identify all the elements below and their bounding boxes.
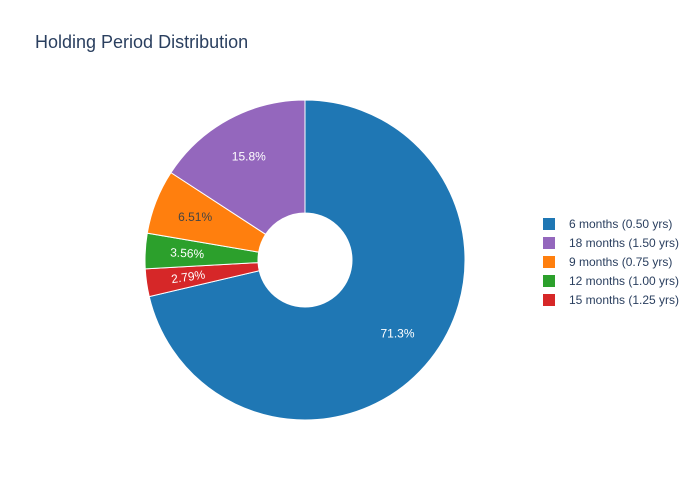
legend-swatch [543, 255, 555, 268]
legend-item[interactable]: 18 months (1.50 yrs) [543, 233, 679, 252]
legend-item[interactable]: 9 months (0.75 yrs) [543, 252, 679, 271]
slice-percent-label: 71.3% [380, 326, 414, 340]
chart-title: Holding Period Distribution [35, 32, 249, 52]
slice-percent-label: 2.79% [170, 267, 206, 286]
legend-label: 12 months (1.00 yrs) [569, 273, 680, 288]
legend-label: 9 months (0.75 yrs) [569, 254, 673, 269]
legend-swatch [543, 274, 555, 287]
legend-swatch [543, 293, 555, 306]
slice-percent-label: 3.56% [170, 245, 205, 261]
legend-swatch [543, 236, 555, 249]
donut-slice[interactable] [170, 99, 306, 236]
legend-label: 15 months (1.25 yrs) [569, 292, 680, 307]
legend-swatch [543, 217, 555, 230]
legend-item[interactable]: 6 months (0.50 yrs) [543, 214, 679, 233]
donut-slice[interactable] [148, 99, 466, 421]
legend-item[interactable]: 12 months (1.00 yrs) [543, 271, 679, 290]
slice-percent-label: 6.51% [178, 210, 212, 224]
chart-legend: 6 months (0.50 yrs) 18 months (1.50 yrs) 9… [543, 214, 679, 309]
legend-item[interactable]: 15 months (1.25 yrs) [543, 290, 679, 309]
legend-label: 18 months (1.50 yrs) [569, 235, 680, 250]
slice-percent-label: 15.8% [232, 149, 266, 163]
legend-label: 6 months (0.50 yrs) [569, 216, 673, 231]
